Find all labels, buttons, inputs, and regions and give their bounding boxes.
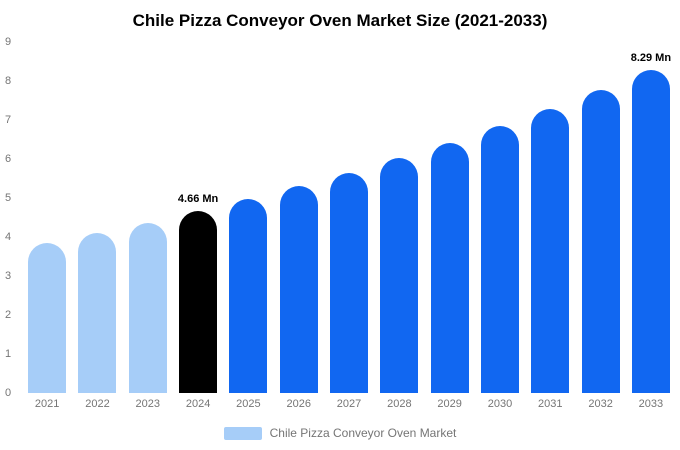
bar-value-label-2033: 8.29 Mn xyxy=(630,51,672,64)
x-axis: 2021 2022 2023 2024 2025 2026 2027 2028 2029 2030… xyxy=(22,398,676,410)
bar-2033 xyxy=(631,69,670,393)
bar-2022 xyxy=(78,233,117,393)
bar-slot-2027 xyxy=(324,42,374,393)
y-tick-8: 8 xyxy=(5,75,12,87)
x-tick-2022: 2022 xyxy=(85,398,110,410)
legend: Chile Pizza Conveyor Oven Market xyxy=(0,426,680,440)
bar-2029 xyxy=(430,142,469,393)
y-tick-7: 7 xyxy=(5,114,12,126)
y-tick-5: 5 xyxy=(5,192,12,204)
x-tick-2032: 2032 xyxy=(588,398,613,410)
x-tick-2031: 2031 xyxy=(538,398,563,410)
y-tick-1: 1 xyxy=(5,348,12,360)
bar-value-label-2024: 4.66 Mn xyxy=(177,193,219,206)
y-tick-4: 4 xyxy=(5,231,12,243)
bar-slot-2032 xyxy=(575,42,625,393)
bar-2026 xyxy=(279,186,318,393)
y-tick-9: 9 xyxy=(5,36,12,48)
y-tick-0: 0 xyxy=(5,387,12,399)
x-tick-2030: 2030 xyxy=(487,398,513,410)
bar-slot-2031 xyxy=(525,42,575,393)
bar-2032 xyxy=(581,90,620,393)
x-tick-2029: 2029 xyxy=(437,398,462,410)
bar-2028 xyxy=(380,158,419,393)
bar-slot-2030 xyxy=(475,42,525,393)
plot-area: 4.66 Mn 8.29 Mn xyxy=(22,42,676,393)
y-tick-2: 2 xyxy=(5,309,12,321)
x-tick-2026: 2026 xyxy=(286,398,311,410)
x-tick-2028: 2028 xyxy=(387,398,412,410)
y-tick-6: 6 xyxy=(5,153,12,165)
y-tick-3: 3 xyxy=(5,270,12,282)
bar-slot-2023 xyxy=(123,42,173,393)
bar-slot-2024: 4.66 Mn xyxy=(173,42,223,393)
bar-slot-2029 xyxy=(425,42,475,393)
chart-title: Chile Pizza Conveyor Oven Market Size (2… xyxy=(132,11,548,30)
x-tick-2023: 2023 xyxy=(135,398,161,410)
bar-2025 xyxy=(229,199,268,393)
bar-2027 xyxy=(330,172,369,393)
legend-swatch xyxy=(223,426,262,440)
bar-slot-2033: 8.29 Mn xyxy=(626,42,676,393)
bar-2021 xyxy=(28,242,67,393)
bar-slot-2025 xyxy=(223,42,273,393)
bar-2023 xyxy=(128,222,167,393)
bar-2031 xyxy=(531,108,570,393)
x-tick-2024: 2024 xyxy=(185,398,211,410)
bar-slot-2021 xyxy=(22,42,72,393)
bar-2030 xyxy=(480,126,519,393)
bar-slot-2028 xyxy=(374,42,424,393)
bar-slot-2022 xyxy=(72,42,122,393)
legend-label: Chile Pizza Conveyor Oven Market xyxy=(269,426,457,440)
bar-slot-2026 xyxy=(274,42,324,393)
x-tick-2021: 2021 xyxy=(34,398,60,410)
x-tick-2025: 2025 xyxy=(236,398,261,410)
x-tick-2027: 2027 xyxy=(336,398,362,410)
bar-2024 xyxy=(179,211,218,393)
x-tick-2033: 2033 xyxy=(638,398,664,410)
